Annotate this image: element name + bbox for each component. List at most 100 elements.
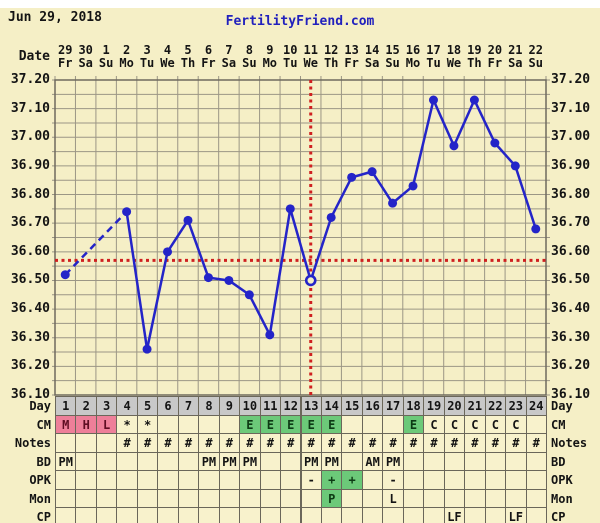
cm-cell-day-19[interactable]: C — [423, 414, 445, 434]
cp-cell-day-18[interactable] — [402, 507, 425, 523]
day-cell-day-4[interactable]: 4 — [116, 396, 138, 416]
opk-cell-day-11[interactable] — [259, 470, 282, 490]
cm-cell-day-21[interactable]: C — [464, 414, 486, 434]
cm-cell-day-1[interactable]: M — [55, 414, 77, 434]
mon-cell-day-6[interactable] — [157, 488, 179, 508]
day-cell-day-24[interactable]: 24 — [525, 396, 547, 416]
bd-cell-day-12[interactable] — [280, 451, 302, 471]
mon-cell-day-23[interactable] — [505, 488, 527, 508]
temp-point-day-22[interactable] — [490, 138, 500, 148]
notes-cell-day-19[interactable]: # — [423, 433, 445, 453]
bd-cell-day-13[interactable]: PM — [300, 451, 322, 471]
mon-cell-day-22[interactable] — [484, 488, 507, 508]
temp-point-day-7[interactable] — [183, 215, 193, 225]
cm-cell-day-13[interactable]: E — [300, 414, 322, 434]
notes-cell-day-4[interactable]: # — [116, 433, 138, 453]
notes-cell-day-18[interactable]: # — [402, 433, 425, 453]
opk-cell-day-2[interactable] — [75, 470, 97, 490]
cm-cell-day-17[interactable] — [382, 414, 404, 434]
mon-cell-day-24[interactable] — [525, 488, 547, 508]
cm-cell-day-10[interactable]: E — [239, 414, 261, 434]
opk-cell-day-3[interactable] — [95, 470, 118, 490]
day-cell-day-22[interactable]: 22 — [484, 396, 507, 416]
notes-cell-day-13[interactable]: # — [300, 433, 322, 453]
bd-cell-day-5[interactable] — [136, 451, 159, 471]
notes-cell-day-11[interactable]: # — [259, 433, 282, 453]
cm-cell-day-5[interactable]: * — [136, 414, 159, 434]
bd-cell-day-4[interactable] — [116, 451, 138, 471]
temp-point-day-14[interactable] — [326, 212, 336, 222]
temp-point-day-5[interactable] — [142, 344, 152, 354]
opk-cell-day-14[interactable]: + — [320, 470, 343, 490]
mon-cell-day-21[interactable] — [464, 488, 486, 508]
opk-cell-day-8[interactable] — [198, 470, 220, 490]
notes-cell-day-20[interactable]: # — [443, 433, 466, 453]
cp-cell-day-11[interactable] — [259, 507, 282, 523]
cp-cell-day-12[interactable] — [280, 507, 302, 523]
bd-cell-day-22[interactable] — [484, 451, 507, 471]
cm-cell-day-23[interactable]: C — [505, 414, 527, 434]
day-cell-day-7[interactable]: 7 — [177, 396, 200, 416]
cp-cell-day-15[interactable] — [341, 507, 363, 523]
notes-cell-day-21[interactable]: # — [464, 433, 486, 453]
notes-cell-day-1[interactable] — [55, 433, 77, 453]
opk-cell-day-9[interactable] — [218, 470, 241, 490]
opk-cell-day-21[interactable] — [464, 470, 486, 490]
opk-cell-day-23[interactable] — [505, 470, 527, 490]
opk-cell-day-22[interactable] — [484, 470, 507, 490]
mon-cell-day-7[interactable] — [177, 488, 200, 508]
temp-point-day-15[interactable] — [347, 172, 357, 182]
mon-cell-day-3[interactable] — [95, 488, 118, 508]
day-cell-day-12[interactable]: 12 — [280, 396, 302, 416]
cp-cell-day-7[interactable] — [177, 507, 200, 523]
bd-cell-day-7[interactable] — [177, 451, 200, 471]
day-cell-day-15[interactable]: 15 — [341, 396, 363, 416]
notes-cell-day-23[interactable]: # — [505, 433, 527, 453]
cp-cell-day-2[interactable] — [75, 507, 97, 523]
opk-cell-day-10[interactable] — [239, 470, 261, 490]
cp-cell-day-21[interactable] — [464, 507, 486, 523]
day-cell-day-9[interactable]: 9 — [218, 396, 241, 416]
mon-cell-day-8[interactable] — [198, 488, 220, 508]
bd-cell-day-16[interactable]: AM — [361, 451, 384, 471]
notes-cell-day-8[interactable]: # — [198, 433, 220, 453]
day-cell-day-14[interactable]: 14 — [320, 396, 343, 416]
notes-cell-day-6[interactable]: # — [157, 433, 179, 453]
temp-point-day-16[interactable] — [367, 167, 377, 177]
cm-cell-day-3[interactable]: L — [95, 414, 118, 434]
day-cell-day-13[interactable]: 13 — [300, 396, 322, 416]
cp-cell-day-4[interactable] — [116, 507, 138, 523]
opk-cell-day-6[interactable] — [157, 470, 179, 490]
cp-cell-day-13[interactable] — [300, 507, 322, 523]
mon-cell-day-5[interactable] — [136, 488, 159, 508]
bd-cell-day-11[interactable] — [259, 451, 282, 471]
temp-point-day-1[interactable] — [60, 270, 70, 280]
cm-cell-day-4[interactable]: * — [116, 414, 138, 434]
bd-cell-day-8[interactable]: PM — [198, 451, 220, 471]
notes-cell-day-10[interactable]: # — [239, 433, 261, 453]
temp-point-day-12[interactable] — [285, 204, 295, 214]
mon-cell-day-19[interactable] — [423, 488, 445, 508]
opk-cell-day-4[interactable] — [116, 470, 138, 490]
notes-cell-day-2[interactable] — [75, 433, 97, 453]
temp-point-day-9[interactable] — [224, 275, 234, 285]
temp-point-day-19[interactable] — [428, 95, 438, 105]
bd-cell-day-10[interactable]: PM — [239, 451, 261, 471]
day-cell-day-8[interactable]: 8 — [198, 396, 220, 416]
bd-cell-day-6[interactable] — [157, 451, 179, 471]
opk-cell-day-13[interactable]: - — [300, 470, 322, 490]
cp-cell-day-24[interactable] — [525, 507, 547, 523]
day-cell-day-19[interactable]: 19 — [423, 396, 445, 416]
bd-cell-day-3[interactable] — [95, 451, 118, 471]
mon-cell-day-12[interactable] — [280, 488, 302, 508]
temp-point-day-23[interactable] — [510, 161, 520, 171]
cm-cell-day-14[interactable]: E — [320, 414, 343, 434]
bd-cell-day-21[interactable] — [464, 451, 486, 471]
cm-cell-day-9[interactable] — [218, 414, 241, 434]
temp-point-day-10[interactable] — [244, 290, 254, 300]
cm-cell-day-16[interactable] — [361, 414, 384, 434]
cp-cell-day-20[interactable]: LF — [443, 507, 466, 523]
opk-cell-day-20[interactable] — [443, 470, 466, 490]
temp-point-day-20[interactable] — [449, 141, 459, 151]
day-cell-day-17[interactable]: 17 — [382, 396, 404, 416]
